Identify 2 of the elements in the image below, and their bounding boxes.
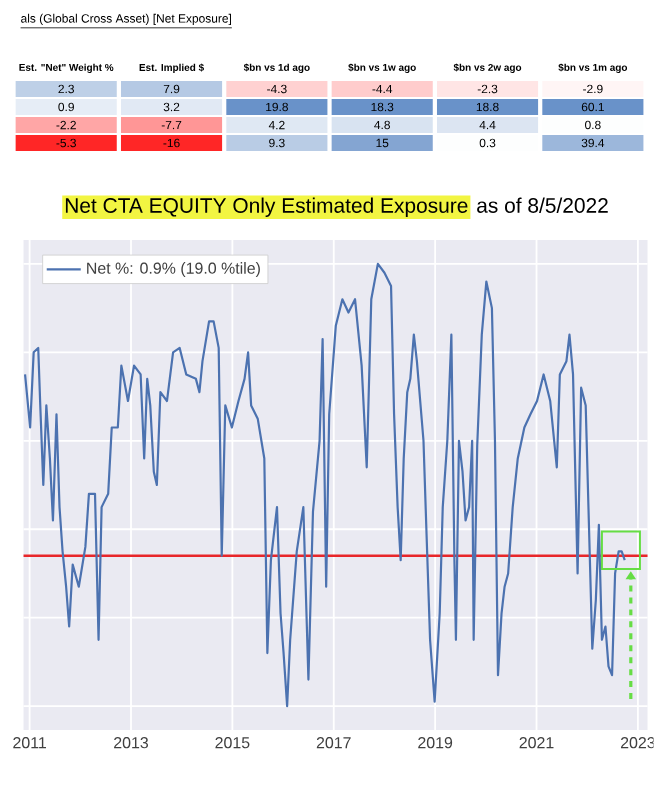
chart-subtitle: as of 8/5/2022 [477,197,608,213]
chart-title: Net CTA EQUITY Only Estimated Exposure [66,197,468,218]
